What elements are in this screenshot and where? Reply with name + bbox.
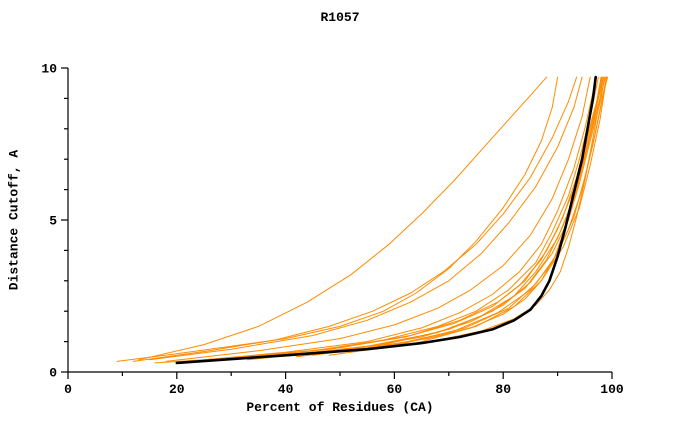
x-tick-label: 80: [495, 382, 511, 397]
series-line: [203, 76, 599, 361]
x-tick-label: 40: [278, 382, 294, 397]
series-line: [165, 76, 591, 362]
y-tick-label: 0: [49, 366, 57, 381]
series-line: [328, 76, 608, 356]
y-tick-label: 5: [49, 214, 57, 229]
chart-title: R1057: [320, 10, 360, 25]
x-axis-label: Percent of Residues (CA): [246, 400, 434, 415]
x-tick-label: 100: [600, 382, 624, 397]
series-line: [149, 76, 583, 361]
series-line: [132, 76, 578, 362]
series-line: [274, 76, 606, 358]
x-tick-label: 60: [387, 382, 403, 397]
series-line: [116, 76, 559, 362]
series-line: [247, 76, 605, 361]
series-line: [154, 76, 602, 364]
series-line: [138, 76, 548, 361]
x-tick-label: 20: [169, 382, 185, 397]
x-tick-label: 0: [64, 382, 72, 397]
highlight-series-line: [175, 75, 598, 365]
series-line: [230, 76, 603, 359]
series-line: [257, 76, 604, 359]
y-tick-label: 10: [41, 62, 57, 77]
series-line: [187, 76, 597, 362]
